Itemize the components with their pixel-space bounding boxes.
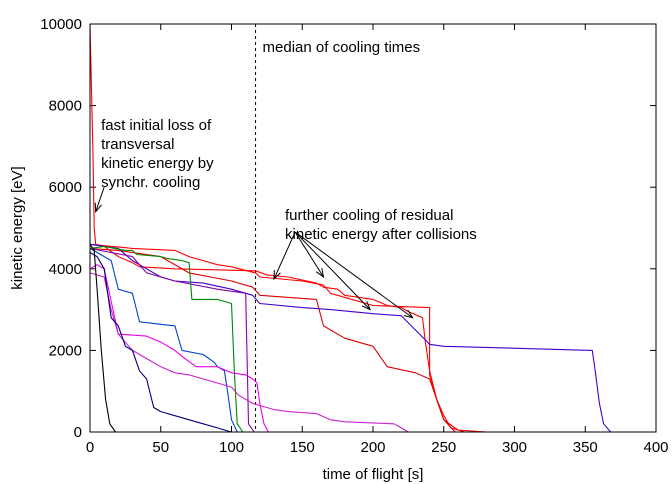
series-line-2 (89, 247, 456, 433)
series-line-4 (89, 247, 255, 433)
annotation-further-arrow (273, 231, 296, 280)
x-tick-label: 350 (573, 439, 598, 456)
series-line-3 (89, 243, 612, 433)
annotations: fast initial loss of transversal kinetic e… (94, 117, 477, 319)
annotation-further-arrow-head (273, 269, 281, 281)
series-line-9 (89, 252, 232, 433)
annotation-further-arrow (294, 231, 324, 278)
x-tick-label: 0 (86, 439, 94, 456)
y-tick-label: 0 (74, 424, 82, 441)
plot-area: 0 50 100 150 200 250 300 350 4000200040006000800… (40, 16, 668, 456)
x-tick-label: 300 (502, 439, 527, 456)
series-line-6 (89, 245, 244, 433)
annotation-initial-arrow (95, 187, 105, 212)
series-line-10 (89, 243, 116, 433)
annotation-initial-line: fast initial loss of (101, 117, 212, 134)
x-tick-label: 400 (643, 439, 668, 456)
x-axis-label: time of flight [s] (323, 466, 424, 483)
x-tick-label: 250 (431, 439, 456, 456)
y-tick-label: 10000 (40, 16, 82, 33)
annotation-further-arrow-head (403, 309, 414, 319)
annotation-initial-line: kinetic energy by (101, 155, 214, 172)
y-axis-label: kinetic energy [eV] (9, 166, 26, 289)
annotation-further-arrow (294, 231, 413, 319)
y-tick-label: 6000 (49, 179, 82, 196)
y-tick-label: 4000 (49, 261, 82, 278)
median-label: median of cooling times (263, 39, 421, 56)
x-tick-label: 50 (152, 439, 169, 456)
x-tick-label: 150 (290, 439, 315, 456)
annotation-initial-line: synchr. cooling (101, 174, 200, 191)
x-tick-label: 100 (219, 439, 244, 456)
y-tick-label: 2000 (49, 342, 82, 359)
series-line-7 (89, 264, 269, 433)
series-line-5 (89, 247, 238, 433)
series-group (89, 23, 612, 433)
annotation-further-arrow-head (361, 301, 372, 311)
annotation-further-arrow-head (315, 268, 325, 279)
annotation-further-line: further cooling of residual (285, 207, 453, 224)
x-tick-label: 200 (360, 439, 385, 456)
annotation-further-arrow (294, 231, 371, 310)
annotation-initial-line: transversal (101, 136, 174, 153)
series-line-8 (89, 272, 409, 433)
plot-frame (89, 23, 657, 433)
annotation-initial-arrow-head (94, 202, 102, 213)
y-tick-label: 8000 (49, 98, 82, 115)
annotation-further-line: kinetic energy after collisions (285, 226, 477, 243)
